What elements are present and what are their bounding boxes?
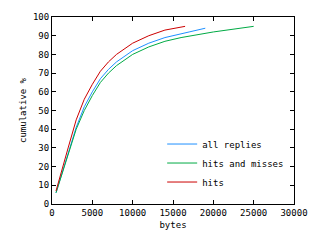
svg-text:10000: 10000 [119,208,146,218]
svg-text:0: 0 [44,199,49,209]
svg-text:100: 100 [33,12,49,22]
svg-text:30000: 30000 [280,208,307,218]
svg-text:hits and misses: hits and misses [202,159,283,169]
svg-text:30: 30 [38,143,49,153]
svg-text:15000: 15000 [159,208,186,218]
svg-text:80: 80 [38,50,49,60]
svg-text:25000: 25000 [240,208,267,218]
svg-text:50: 50 [38,106,49,116]
svg-text:20: 20 [38,162,49,172]
svg-text:90: 90 [38,31,49,41]
svg-text:40: 40 [38,124,49,134]
svg-text:20000: 20000 [200,208,227,218]
svg-text:70: 70 [38,68,49,78]
svg-text:10: 10 [38,180,49,190]
svg-text:5000: 5000 [81,208,103,218]
svg-text:bytes: bytes [159,220,186,230]
svg-text:cumulative %: cumulative % [18,77,28,143]
svg-text:hits: hits [202,178,224,188]
svg-text:all replies: all replies [202,140,262,150]
svg-text:60: 60 [38,87,49,97]
svg-text:0: 0 [49,208,54,218]
